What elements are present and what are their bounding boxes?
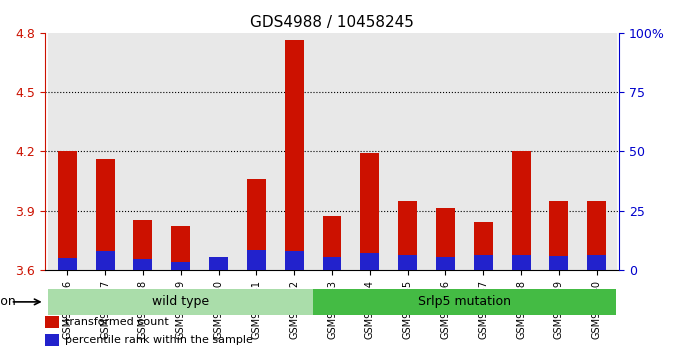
Bar	[209, 257, 228, 270]
Bar	[474, 222, 493, 270]
Bar	[209, 263, 228, 270]
Bar	[436, 257, 455, 270]
Bar	[285, 40, 304, 270]
Bar	[48, 33, 86, 270]
Bar	[389, 33, 426, 270]
Bar	[285, 251, 304, 270]
Bar	[96, 159, 114, 270]
Bar	[322, 257, 341, 270]
Bar	[45, 334, 59, 346]
Bar	[588, 201, 606, 270]
Bar	[237, 33, 275, 270]
Bar	[171, 225, 190, 270]
Bar	[549, 201, 568, 270]
Bar	[502, 33, 540, 270]
Bar	[436, 208, 455, 270]
Bar	[171, 262, 190, 270]
Bar	[58, 151, 77, 270]
FancyBboxPatch shape	[48, 289, 313, 315]
Text: wild type: wild type	[152, 295, 209, 308]
Text: Srlp5 mutation: Srlp5 mutation	[418, 295, 511, 308]
Bar	[133, 219, 152, 270]
Bar	[549, 256, 568, 270]
Bar	[45, 316, 59, 329]
Bar	[464, 33, 502, 270]
Bar	[247, 250, 266, 270]
Bar	[398, 255, 417, 270]
Bar	[58, 258, 77, 270]
Bar	[578, 33, 615, 270]
Bar	[351, 33, 389, 270]
Bar	[275, 33, 313, 270]
Title: GDS4988 / 10458245: GDS4988 / 10458245	[250, 15, 414, 30]
Bar	[96, 251, 114, 270]
Bar	[162, 33, 200, 270]
Bar	[426, 33, 464, 270]
Bar	[588, 255, 606, 270]
Bar	[124, 33, 162, 270]
Bar	[398, 201, 417, 270]
Bar	[360, 253, 379, 270]
Bar	[133, 259, 152, 270]
Bar	[200, 33, 237, 270]
Bar	[86, 33, 124, 270]
Bar	[322, 216, 341, 270]
Bar	[247, 179, 266, 270]
Text: percentile rank within the sample: percentile rank within the sample	[65, 335, 252, 345]
Bar	[313, 33, 351, 270]
Text: transformed count: transformed count	[65, 318, 169, 327]
Bar	[540, 33, 578, 270]
FancyBboxPatch shape	[313, 289, 615, 315]
Bar	[474, 255, 493, 270]
Text: genotype/variation: genotype/variation	[0, 295, 16, 308]
Bar	[511, 255, 530, 270]
Bar	[511, 151, 530, 270]
Bar	[360, 153, 379, 270]
